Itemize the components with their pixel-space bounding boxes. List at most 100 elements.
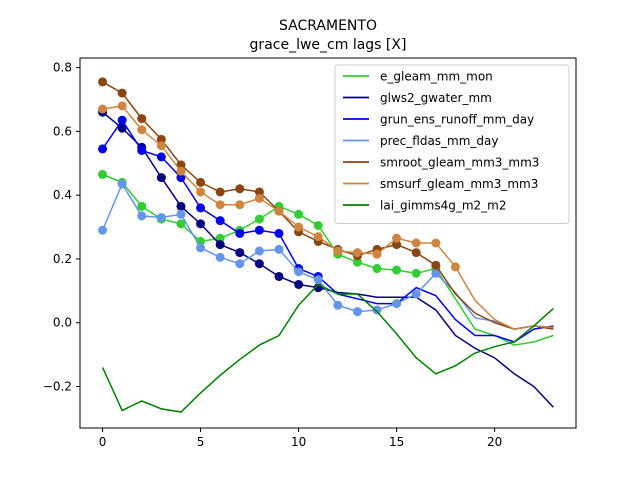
point-glws2_gwater_mm-10 [294,279,304,289]
point-prec_fldas_mm_day-12 [333,300,343,310]
point-grun_ens_runoff_mm_day-6 [215,216,225,226]
x-tick-label: 5 [197,435,205,449]
point-grun_ens_runoff_mm_day-5 [196,203,206,213]
point-e_gleam_mm_mon-6 [215,233,225,243]
chart-subtitle: grace_lwe_cm lags [X] [250,37,407,53]
point-smroot_gleam_mm3_mm3-0 [98,77,108,87]
point-smsurf_gleam_mm3_mm3-14 [372,249,382,259]
point-glws2_gwater_mm-7 [235,248,245,258]
point-smsurf_gleam_mm3_mm3-5 [196,187,206,197]
legend: e_gleam_mm_mon glws2_gwater_mm grun_ens_ru… [334,64,570,224]
point-smsurf_gleam_mm3_mm3-13 [352,248,362,258]
point-prec_fldas_mm_day-9 [274,244,284,254]
point-prec_fldas_mm_day-17 [431,268,441,278]
point-prec_fldas_mm_day-3 [156,212,166,222]
point-smroot_gleam_mm3_mm3-2 [137,114,147,124]
point-e_gleam_mm_mon-2 [137,201,147,211]
point-e_gleam_mm_mon-13 [352,257,362,267]
x-tick-label: 15 [389,435,404,449]
legend-label-grun_ens_runoff_mm_day: grun_ens_runoff_mm_day [380,113,534,127]
point-smsurf_gleam_mm3_mm3-18 [450,262,460,272]
point-e_gleam_mm_mon-8 [254,214,264,224]
point-smroot_gleam_mm3_mm3-5 [196,177,206,187]
y-tick-label: 0.8 [53,61,72,75]
point-e_gleam_mm_mon-0 [98,169,108,179]
point-smsurf_gleam_mm3_mm3-6 [215,200,225,210]
point-smsurf_gleam_mm3_mm3-8 [254,193,264,203]
point-glws2_gwater_mm-3 [156,173,166,183]
point-glws2_gwater_mm-9 [274,271,284,281]
point-prec_fldas_mm_day-7 [235,259,245,269]
point-grun_ens_runoff_mm_day-9 [274,228,284,238]
axis-layer: 0 5 10 15 20 −0.2 0.0 0.2 0.4 0.6 0.8 [43,61,502,449]
point-smsurf_gleam_mm3_mm3-12 [333,246,343,256]
point-smsurf_gleam_mm3_mm3-1 [117,101,127,111]
point-prec_fldas_mm_day-6 [215,252,225,262]
point-e_gleam_mm_mon-15 [392,265,402,275]
point-prec_fldas_mm_day-10 [294,267,304,277]
point-smsurf_gleam_mm3_mm3-3 [156,141,166,151]
point-grun_ens_runoff_mm_day-8 [254,225,264,235]
point-glws2_gwater_mm-8 [254,259,264,269]
point-e_gleam_mm_mon-14 [372,264,382,274]
legend-label-lai_gimms4g_m2_m2: lai_gimms4g_m2_m2 [380,199,507,213]
point-prec_fldas_mm_day-13 [352,307,362,317]
point-smsurf_gleam_mm3_mm3-4 [176,166,186,176]
point-smsurf_gleam_mm3_mm3-9 [274,206,284,216]
point-glws2_gwater_mm-1 [117,123,127,133]
point-grun_ens_runoff_mm_day-0 [98,144,108,154]
point-grun_ens_runoff_mm_day-4 [176,173,186,183]
point-prec_fldas_mm_day-8 [254,246,264,256]
point-grun_ens_runoff_mm_day-1 [117,115,127,125]
point-e_gleam_mm_mon-16 [411,268,421,278]
series-layer [98,77,554,413]
x-tick-label: 0 [99,435,107,449]
point-smsurf_gleam_mm3_mm3-7 [235,200,245,210]
point-glws2_gwater_mm-4 [176,201,186,211]
legend-label-glws2_gwater_mm: glws2_gwater_mm [380,91,492,105]
point-smsurf_gleam_mm3_mm3-16 [411,238,421,248]
point-glws2_gwater_mm-6 [215,240,225,250]
plot-frame [79,57,577,429]
point-smroot_gleam_mm3_mm3-16 [411,248,421,258]
point-smsurf_gleam_mm3_mm3-0 [98,104,108,114]
series-line-smsurf_gleam_mm3_mm3 [102,105,554,330]
y-tick-label: −0.2 [43,380,72,394]
point-smsurf_gleam_mm3_mm3-2 [137,125,147,135]
point-prec_fldas_mm_day-1 [117,179,127,189]
y-tick-label: 0.2 [53,252,72,266]
series-line-smroot_gleam_mm3_mm3 [102,81,554,330]
point-smroot_gleam_mm3_mm3-7 [235,184,245,194]
point-prec_fldas_mm_day-2 [137,211,147,221]
chart-title: SACRAMENTO [279,18,377,34]
point-smroot_gleam_mm3_mm3-8 [254,187,264,197]
point-grun_ens_runoff_mm_day-3 [156,152,166,162]
point-smsurf_gleam_mm3_mm3-17 [431,238,441,248]
series-line-lai_gimms4g_m2_m2 [101,283,554,413]
x-tick-label: 20 [487,435,502,449]
point-prec_fldas_mm_day-14 [372,305,382,315]
legend-label-smsurf_gleam_mm3_mm3: smsurf_gleam_mm3_mm3 [380,177,538,191]
point-grun_ens_runoff_mm_day-7 [235,228,245,238]
point-smsurf_gleam_mm3_mm3-11 [313,232,323,242]
legend-box [334,64,570,224]
point-prec_fldas_mm_day-16 [411,289,421,299]
point-prec_fldas_mm_day-11 [313,275,323,285]
point-smsurf_gleam_mm3_mm3-10 [294,222,304,232]
point-prec_fldas_mm_day-5 [196,243,206,253]
point-smroot_gleam_mm3_mm3-1 [117,88,127,98]
point-glws2_gwater_mm-5 [196,219,206,229]
point-smroot_gleam_mm3_mm3-3 [156,134,166,144]
y-tick-label: 0.0 [53,316,72,330]
legend-label-e_gleam_mm_mon: e_gleam_mm_mon [380,70,493,84]
point-grun_ens_runoff_mm_day-2 [137,146,147,155]
y-tick-label: 0.4 [53,188,72,202]
point-smroot_gleam_mm3_mm3-15 [392,240,402,250]
point-prec_fldas_mm_day-4 [176,209,186,219]
x-tick-label: 10 [291,435,306,449]
point-e_gleam_mm_mon-11 [313,220,323,230]
point-e_gleam_mm_mon-10 [294,209,304,219]
point-smsurf_gleam_mm3_mm3-15 [392,233,402,243]
point-prec_fldas_mm_day-0 [98,225,108,235]
